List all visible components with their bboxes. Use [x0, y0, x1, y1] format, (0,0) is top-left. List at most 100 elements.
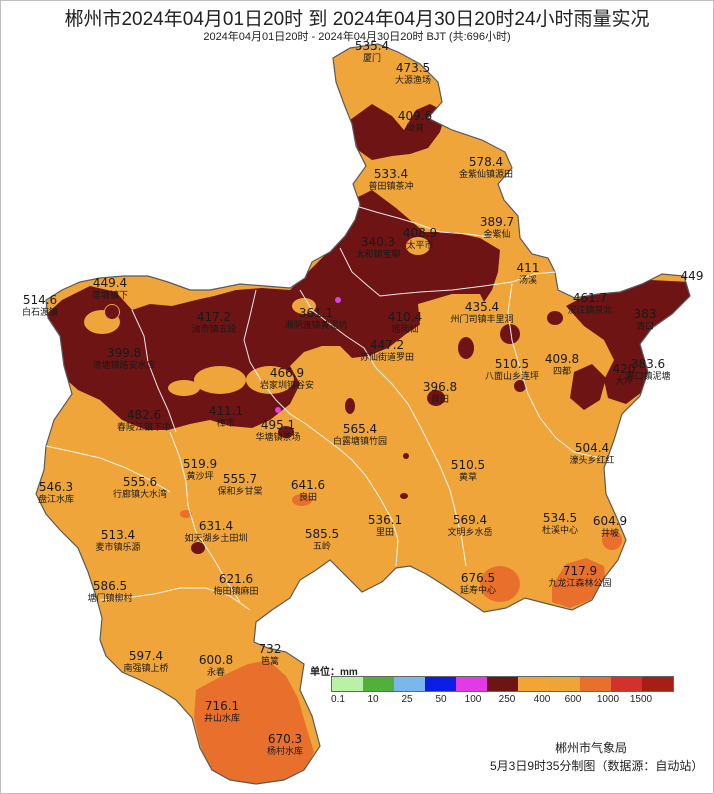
station-value: 447.2	[370, 338, 404, 352]
station-value: 410.4	[388, 310, 422, 324]
legend-swatch	[394, 677, 425, 691]
station-value: 383	[634, 307, 657, 321]
station-value: 409.6	[398, 109, 432, 123]
station-value: 621.6	[219, 572, 253, 586]
legend-swatch	[487, 677, 518, 691]
station-name: 油市镇五段	[191, 323, 236, 335]
heavy-rain-zone-east2	[570, 364, 606, 410]
station-name: 太和镇宝聊	[355, 248, 400, 260]
station-name: 如天湖乡土田圳	[184, 532, 247, 544]
heavy-rain-patch	[403, 453, 409, 459]
station-value: 449.4	[93, 276, 127, 290]
legend-tick-label: 50	[435, 694, 447, 705]
legend-swatch	[642, 677, 673, 691]
station-name: 五岭	[313, 540, 331, 552]
station-value: 411.1	[209, 404, 243, 418]
legend-ticks: 0.1 10 25 50 100 250 400 600 1000 1500	[320, 694, 714, 708]
station-name: 大源渔场	[395, 74, 431, 86]
station-value: 411	[517, 261, 540, 275]
high-rain-zone-east	[602, 530, 622, 550]
station-name: 清塘镇路安水库	[92, 359, 155, 371]
station-name: 岩家圳镇谷安	[260, 379, 314, 391]
legend-tick-label: 600	[564, 694, 582, 705]
station-value: 670.3	[268, 732, 302, 746]
heavy-rain-patch	[427, 390, 445, 406]
station-name: 里田	[376, 527, 394, 538]
station-name: 太平市	[406, 239, 433, 251]
heavy-rain-patch	[191, 542, 205, 554]
legend-tick-label: 100	[464, 694, 482, 705]
station-value: 482.6	[127, 408, 161, 422]
heavy-rain-patch	[514, 380, 526, 392]
station-value: 495.1	[261, 418, 295, 432]
station-dot	[335, 297, 341, 303]
legend-swatch	[518, 677, 549, 691]
legend-tick-label: 1500	[629, 694, 653, 705]
station-name: 大坪	[615, 375, 633, 387]
station-value: 676.5	[461, 571, 495, 585]
station-value: 600.8	[199, 653, 233, 667]
station-name: 行廊镇大水湾	[113, 488, 167, 500]
station-name: 黄草	[459, 471, 477, 483]
station-name: 汉江镇泉北	[567, 304, 612, 316]
station-value: 417.2	[197, 310, 231, 324]
station-value: 396.8	[423, 380, 457, 394]
station-name: 莲塘镇下	[92, 289, 128, 301]
high-rain-patch	[292, 494, 312, 506]
station-name: 延寿中心	[460, 584, 496, 596]
station-value: 534.5	[543, 511, 577, 525]
station-value: 435.4	[465, 300, 499, 314]
legend-swatch	[611, 677, 642, 691]
station-value: 604.9	[593, 514, 627, 528]
station-name: 文明乡水岳	[447, 526, 492, 538]
station-name: 金紫仙镇源田	[459, 168, 513, 180]
station-name: 杨村水库	[267, 745, 303, 757]
station-name: 州门司镇丰里洞	[450, 313, 513, 325]
heavy-rain-patch	[345, 398, 355, 414]
station-name: 梅田镇麻田	[213, 585, 258, 597]
station-value: 383.6	[631, 357, 665, 371]
station-value: 555.7	[223, 472, 257, 486]
station-name: 普田镇茶冲	[368, 180, 413, 192]
legend-color-bar	[331, 676, 674, 692]
station-value: 535.4	[355, 39, 389, 53]
station-value: 732	[259, 642, 282, 656]
legend-tick-label: 0.1	[331, 694, 345, 705]
heavy-rain-patch	[500, 324, 520, 344]
station-value: 389.7	[480, 215, 514, 229]
station-value: 361.1	[299, 306, 333, 320]
station-name: 汤溪	[519, 274, 537, 286]
station-name: 保和乡甘棠	[217, 485, 262, 497]
high-rain-zone-southwest	[194, 660, 314, 784]
station-name: 滁口镇泥塘	[625, 370, 670, 382]
legend-swatch	[332, 677, 363, 691]
station-value: 569.4	[453, 513, 487, 527]
high-rain-zone-southeast	[552, 558, 606, 608]
station-name: 九龙江森林公园	[548, 577, 611, 589]
station-name: 濠头乡红红	[569, 454, 614, 466]
station-value: 555.6	[123, 475, 157, 489]
map-subtitle: 2024年04月01日20时 - 2024年04月30日20时 BJT (共:6…	[203, 31, 511, 43]
station-name: 白露塘镇竹园	[333, 435, 387, 447]
station-name: 厦门	[363, 52, 381, 64]
station-value: 409.8	[545, 352, 579, 366]
legend-swatch	[580, 677, 611, 691]
station-value: 631.4	[199, 519, 233, 533]
heavy-rain-patch	[400, 493, 408, 499]
station-value: 504.4	[575, 441, 609, 455]
legend-unit: 单位：mm	[310, 667, 358, 678]
legend-tick-label: 10	[367, 694, 379, 705]
station-name: 井山水库	[204, 712, 240, 724]
station-value: 536.1	[368, 513, 402, 527]
production-info: 5月3日9时35分制图（数据源：自动站）	[490, 759, 704, 773]
legend-swatch	[456, 677, 487, 691]
station-value: 597.4	[129, 649, 163, 663]
station-name: 南强镇上桥	[123, 662, 168, 674]
station-name: 良田	[299, 491, 317, 503]
legend-tick-label: 1000	[596, 694, 620, 705]
station-name: 黄沙坪	[186, 470, 213, 482]
map-title: 郴州市2024年04月01日20时 到 2024年04月30日20时24小时雨量…	[64, 9, 650, 30]
organization-label: 郴州市气象局	[555, 741, 628, 755]
station-value: 716.1	[205, 699, 239, 713]
legend-tick-label: 250	[498, 694, 516, 705]
